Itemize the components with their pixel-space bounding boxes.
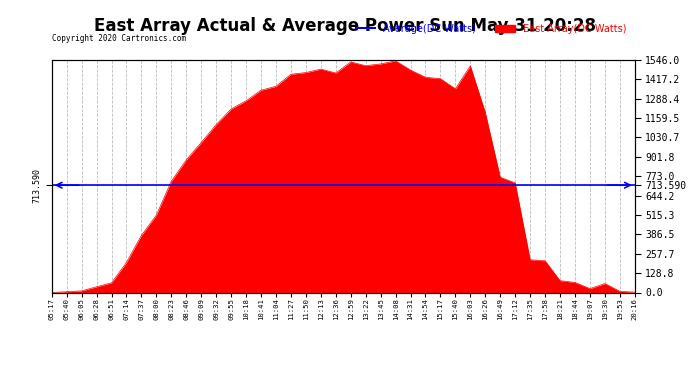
Text: East Array Actual & Average Power Sun May 31 20:28: East Array Actual & Average Power Sun Ma…	[94, 17, 596, 35]
Legend: Average(DC Watts), East Array(DC Watts): Average(DC Watts), East Array(DC Watts)	[352, 20, 630, 38]
Text: Copyright 2020 Cartronics.com: Copyright 2020 Cartronics.com	[52, 34, 186, 43]
